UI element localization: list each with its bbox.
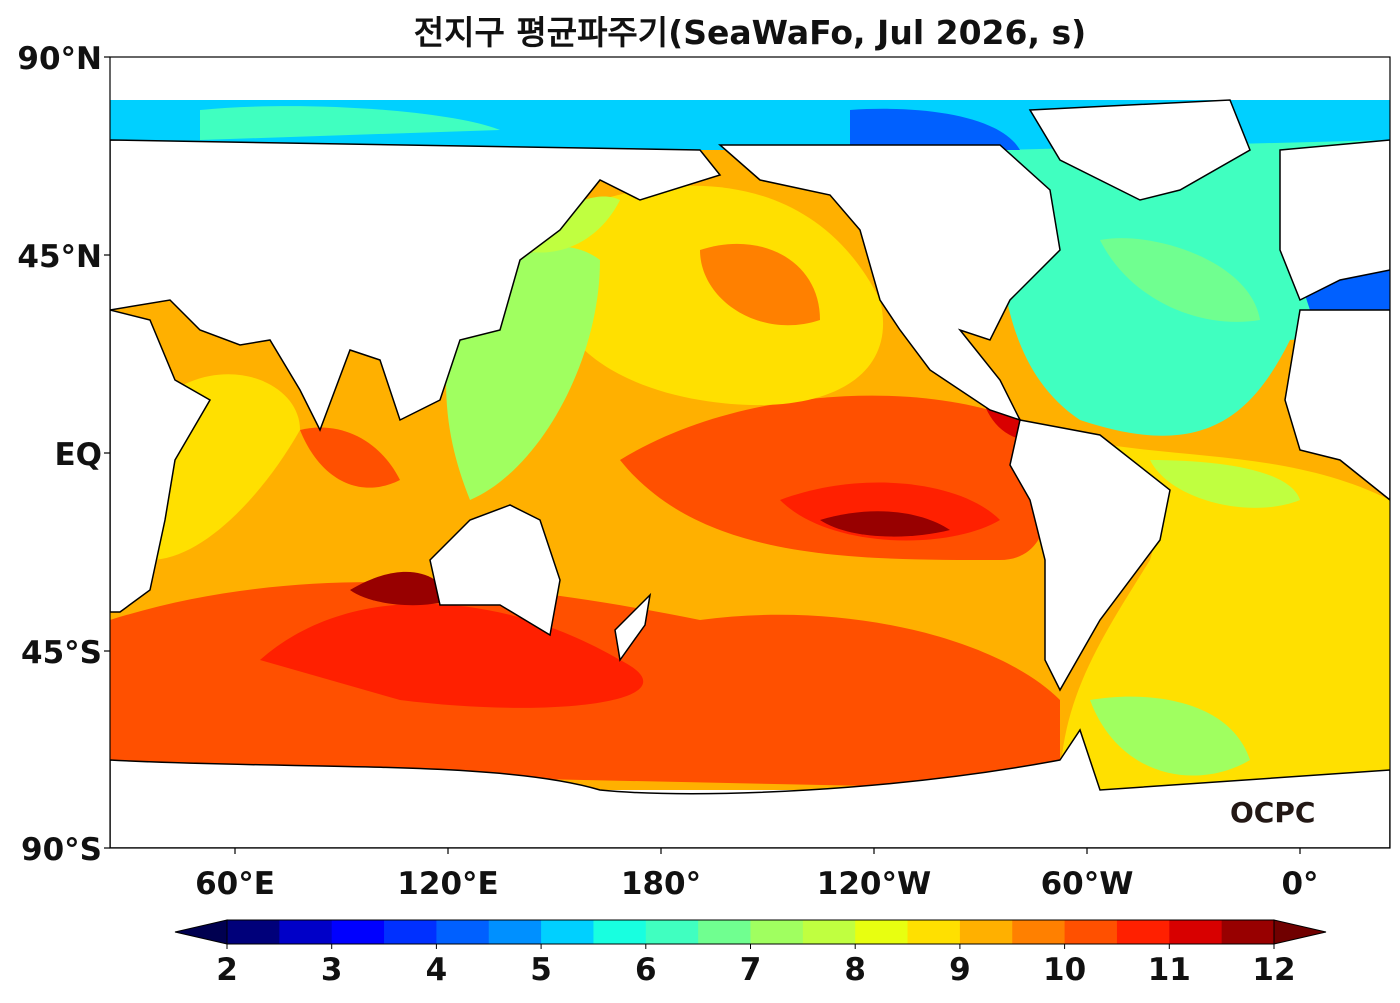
greenland-land	[1028, 99, 1251, 201]
land-masses	[110, 99, 1390, 848]
colorbar-bin	[750, 920, 804, 944]
new-zealand-land	[614, 592, 652, 662]
colorbar-bin	[645, 920, 699, 944]
colorbar-bin	[959, 920, 1013, 944]
colorbar-bin	[855, 920, 909, 944]
colorbar-tick-label: 4	[425, 952, 448, 988]
colorbar-tick-label: 2	[216, 952, 238, 988]
europe-land	[1279, 139, 1390, 302]
colorbar-tick-label: 7	[739, 952, 762, 988]
colorbar	[174, 919, 1327, 949]
colorbar-tick-label: 10	[1043, 952, 1087, 988]
colorbar-tick-label: 8	[844, 952, 866, 988]
colorbar-bin	[802, 920, 856, 944]
colorbar-under-extend	[174, 919, 228, 945]
lon-label-120w: 120°W	[816, 866, 932, 902]
colorbar-bin	[698, 920, 751, 944]
lat-label-45n: 45°N	[17, 239, 102, 275]
lat-label-eq: EQ	[54, 437, 102, 473]
colorbar-tick-label: 3	[320, 952, 343, 988]
colorbar-bin	[1012, 920, 1066, 944]
colorbar-tick-label: 5	[530, 952, 552, 988]
colorbar-bin	[1116, 920, 1170, 944]
lon-label-60w: 60°W	[1040, 866, 1134, 902]
antarctica-land	[110, 728, 1390, 848]
lat-label-90n: 90°N	[17, 41, 102, 77]
colorbar-bin	[907, 920, 961, 944]
colorbar-tick-label: 6	[635, 952, 657, 988]
colorbar-tick-label: 9	[949, 952, 971, 988]
colorbar-bin	[1221, 920, 1275, 944]
lon-label-120e: 120°E	[397, 866, 499, 902]
colorbar-over-extend	[1273, 919, 1327, 945]
ocpc-logo: OCPC	[1230, 796, 1316, 829]
lat-label-45s: 45°S	[21, 635, 102, 671]
colorbar-bin	[488, 920, 542, 944]
africa-west-land	[1284, 309, 1390, 501]
colorbar-tick-label: 11	[1147, 952, 1191, 988]
colorbar-bin	[227, 920, 280, 944]
axis-ticks	[104, 56, 1301, 854]
colorbar-bin	[1169, 920, 1223, 944]
colorbar-tick-label: 12	[1252, 952, 1296, 988]
eurasia-land	[110, 139, 722, 432]
australia-land	[429, 504, 561, 637]
lon-label-180: 180°	[620, 866, 702, 902]
africa-east-land	[110, 309, 212, 613]
south-america-land	[1009, 419, 1171, 692]
colorbar-bin	[279, 920, 333, 944]
map-title: 전지구 평균파주기(SeaWaFo, Jul 2026, s)	[413, 13, 1087, 52]
lon-label-60e: 60°E	[195, 866, 275, 902]
wave-period-field	[110, 57, 1390, 848]
colorbar-bin	[384, 920, 437, 944]
colorbar-bin	[331, 920, 385, 944]
colorbar-bin	[593, 920, 647, 944]
colorbar-bin	[1064, 920, 1118, 944]
lon-label-0: 0°	[1281, 866, 1319, 902]
colorbar-bin	[436, 920, 490, 944]
lat-label-90s: 90°S	[21, 832, 102, 868]
colorbar-bin	[541, 920, 594, 944]
